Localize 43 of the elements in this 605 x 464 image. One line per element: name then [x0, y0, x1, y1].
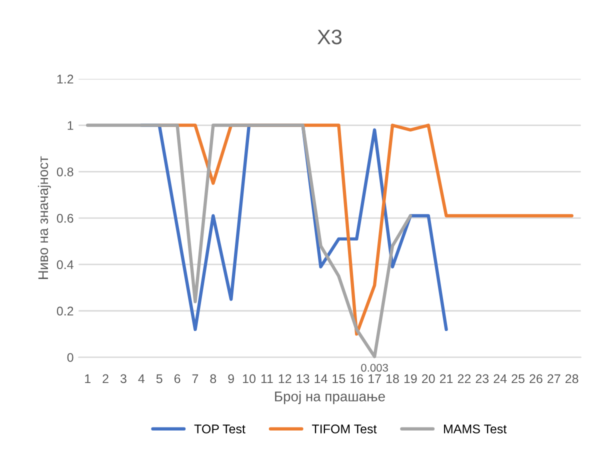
data-label: 0.003 [361, 364, 388, 372]
x-tick-label: 12 [278, 374, 292, 384]
legend-label: TOP Test [194, 424, 246, 434]
x-tick-label: 15 [332, 374, 346, 384]
y-axis-title: Ниво на значајност [38, 156, 51, 279]
y-tick-label: 1 [68, 121, 74, 130]
x-tick-label: 25 [512, 374, 524, 384]
x-tick-label: 19 [404, 374, 417, 384]
x-axis-title: Број на прашање [275, 391, 385, 404]
x-tick-label: 22 [458, 374, 471, 384]
x-tick-label: 9 [228, 374, 234, 384]
y-tick-label: 0 [67, 353, 74, 362]
y-tick-label: 0.8 [56, 167, 74, 176]
y-tick-label: 0.4 [56, 260, 74, 270]
x-tick-label: 14 [314, 374, 328, 384]
chart-title: X3 [317, 30, 342, 44]
x-tick-label: 28 [566, 374, 578, 384]
x-tick-label: 7 [192, 374, 198, 384]
x-tick-label: 10 [243, 374, 256, 384]
legend-label: MAMS Test [444, 424, 507, 434]
y-tick-label: 0.6 [56, 214, 74, 223]
x-tick-label: 26 [530, 374, 542, 384]
x-tick-label: 18 [386, 374, 399, 384]
x-tick-label: 4 [138, 374, 145, 384]
x-tick-label: 5 [156, 374, 162, 384]
x-tick-label: 1 [85, 374, 90, 384]
legend-label: TIFOM Test [312, 424, 377, 434]
x-tick-label: 27 [548, 374, 560, 384]
y-tick-label: 1.2 [57, 74, 74, 84]
x-tick-label: 24 [494, 374, 507, 384]
x-tick-label: 2 [102, 374, 108, 384]
x-tick-label: 8 [210, 374, 216, 384]
line-series [86, 124, 412, 358]
x-tick-label: 23 [476, 374, 489, 384]
x-tick-label: 6 [174, 374, 180, 384]
x-tick-label: 11 [261, 374, 273, 384]
x-tick-label: 3 [120, 374, 126, 384]
x-tick-label: 16 [350, 374, 364, 384]
x-tick-label: 17 [368, 374, 381, 384]
x-tick-label: 13 [296, 374, 310, 384]
x-tick-label: 20 [422, 374, 435, 384]
y-tick-label: 0.2 [56, 306, 74, 316]
x-tick-label: 21 [440, 374, 453, 384]
